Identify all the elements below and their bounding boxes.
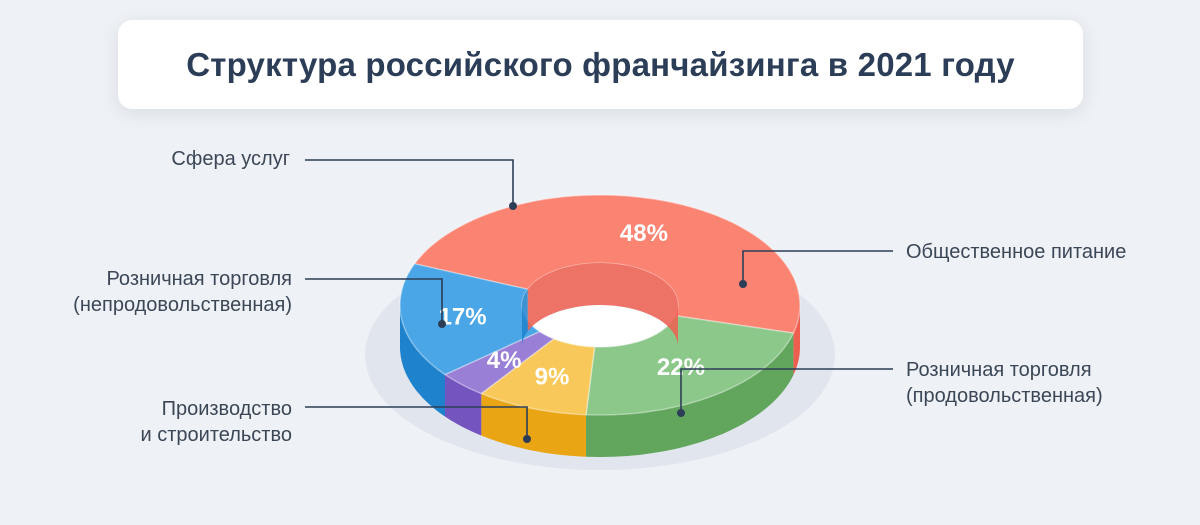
leader-retail-nonfood [305,278,443,324]
label-catering-text: Общественное питание [906,241,1127,263]
slice-side-2 [481,393,586,457]
label-retail-nonfood: Розничная торговля (непродовольственная) [20,266,292,318]
label-retail-food: Розничная торговля (продовольственная) [906,357,1186,409]
label-production: Производство и строительство [90,396,292,448]
label-retail-food-line2: (продовольственная) [906,385,1103,407]
leader-production-dot [523,435,531,443]
value-label-2: 9% [535,363,570,390]
slice-side-0 [793,305,800,376]
value-labels: 48%22%9%4%17% [439,220,705,390]
chart-title: Структура российского франчайзинга в 202… [186,45,1015,83]
label-catering: Общественное питание [906,239,1186,265]
leader-retail-food-dot [677,409,685,417]
label-services-text: Сфера услуг [171,148,290,170]
label-production-line2: и строительство [140,424,292,446]
leader-retail-food [680,368,893,413]
slice-top-0 [413,194,801,334]
label-retail-food-line1: Розничная торговля [906,359,1092,381]
slice-top-2 [479,337,596,416]
slice-top-1 [585,314,795,416]
slice-side-3 [445,374,482,436]
slice-top-3 [443,330,556,395]
slice-inner-0 [527,263,678,347]
leader-catering [742,250,893,284]
value-label-3: 4% [487,347,522,374]
leader-catering-dot [739,280,747,288]
slice-tops [399,194,801,416]
slice-sides [400,305,800,457]
title-card: Структура российского франчайзинга в 202… [118,20,1083,109]
slice-side-1 [586,333,794,457]
leader-services-dot [509,202,517,210]
leader-retail-nonfood-dot [438,320,446,328]
value-label-0: 48% [620,220,668,247]
leader-lines [305,159,893,443]
label-retail-nonfood-line2: (непродовольственная) [73,294,292,316]
value-label-4: 17% [439,303,487,330]
leader-services [305,159,514,206]
leader-production [305,406,528,439]
slice-inner-4 [522,289,528,347]
slice-side-4 [400,305,445,417]
inner-wall [522,263,678,347]
label-retail-nonfood-line1: Розничная торговля [106,268,292,290]
label-services: Сфера услуг [130,146,290,172]
label-production-line1: Производство [161,398,292,420]
